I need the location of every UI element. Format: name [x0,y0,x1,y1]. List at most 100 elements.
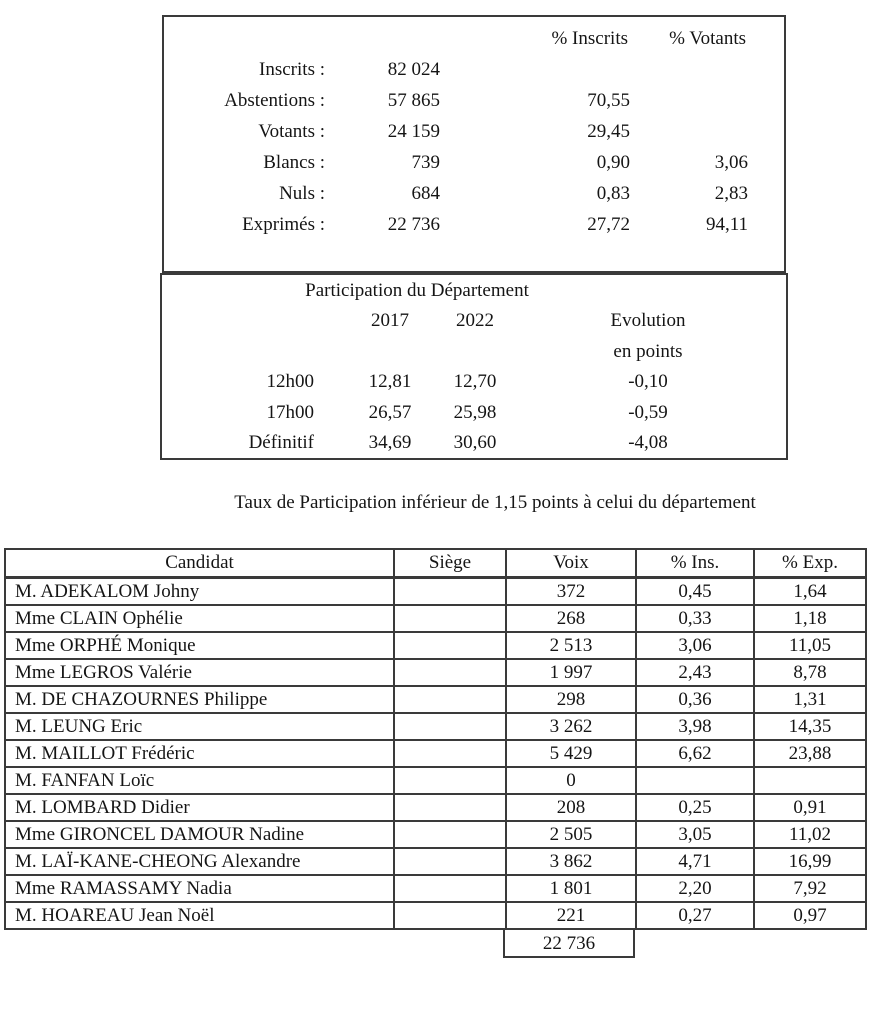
summary-row: Votants : 24 159 29,45 [164,116,784,147]
candidate-row: Mme CLAIN Ophélie 268 0,33 1,18 [4,604,867,633]
candidate-name-cell: M. ADEKALOM Johny [4,576,395,606]
participation-value-2017: 26,57 [368,401,412,423]
total-votes-box: 22 736 [503,930,635,958]
candidate-pct-exp-cell [753,766,867,795]
candidates-table: Candidat Siège Voix % Ins. % Exp. M. ADE… [4,548,867,930]
candidate-voix-cell: 5 429 [505,739,637,768]
candidate-pct-ins-cell: 3,05 [635,820,755,849]
candidates-header-row: Candidat Siège Voix % Ins. % Exp. [4,548,867,579]
summary-pct-inscrits: 27,72 [587,214,630,235]
candidate-voix-cell: 2 513 [505,631,637,660]
candidate-name-cell: M. HOAREAU Jean Noël [4,901,395,930]
candidate-row: M. LOMBARD Didier 208 0,25 0,91 [4,793,867,822]
candidate-pct-exp-cell: 23,88 [753,739,867,768]
candidate-pct-exp-cell: 8,78 [753,658,867,687]
summary-pct-votants: 94,11 [705,214,748,235]
participation-note: Taux de Participation inférieur de 1,15 … [234,492,756,513]
participation-value-2022: 25,98 [453,401,497,423]
summary-pct-inscrits: 0,90 [596,152,630,173]
participation-value-2017: 12,81 [368,371,412,392]
candidate-pct-exp-cell: 14,35 [753,712,867,741]
summary-pct-votants [640,54,758,85]
candidate-row: Mme ORPHÉ Monique 2 513 3,06 11,05 [4,631,867,660]
participation-header-spacer [162,306,340,337]
candidate-name-cell: M. FANFAN Loïc [4,766,395,795]
candidate-siege-cell [393,793,507,822]
candidate-voix-cell: 1 801 [505,874,637,903]
results-section: Candidat Siège Voix % Ins. % Exp. M. ADE… [4,548,867,958]
summary-label: Exprimés : [242,214,325,235]
candidate-pct-exp-cell: 1,64 [753,576,867,606]
participation-value-2022: 30,60 [453,432,497,453]
summary-count: 684 [411,183,441,204]
candidate-name-cell: M. LEUNG Eric [4,712,395,741]
candidate-siege-cell [393,712,507,741]
summary-row: Blancs : 739 0,90 3,06 [164,147,784,178]
participation-table: Participation du Département 2017 2022 E… [160,273,788,460]
candidate-pct-ins-cell: 0,27 [635,901,755,930]
candidate-pct-ins-cell: 0,36 [635,685,755,714]
summary-table: % Inscrits % Votants Inscrits : 82 024 Abs… [162,15,786,273]
candidate-name-cell: Mme CLAIN Ophélie [4,604,395,633]
summary-pct-inscrits [450,54,640,85]
candidate-pct-exp-cell: 7,92 [753,874,867,903]
summary-header-row: % Inscrits % Votants [164,23,784,54]
candidate-name-cell: Mme ORPHÉ Monique [4,631,395,660]
participation-row: 12h00 12,81 12,70 -0,10 [162,367,786,398]
candidate-voix-cell: 208 [505,793,637,822]
candidate-pct-ins-cell: 0,45 [635,576,755,606]
candidate-name-cell: M. LOMBARD Didier [4,793,395,822]
summary-count: 82 024 [387,59,440,80]
candidate-pct-ins-cell: 3,98 [635,712,755,741]
candidate-pct-exp-cell: 16,99 [753,847,867,876]
candidate-pct-ins-cell: 3,06 [635,631,755,660]
col-header-voix: Voix [505,548,637,579]
candidate-pct-ins-cell [635,766,755,795]
summary-pct-votants [640,85,758,116]
candidate-pct-exp-cell: 11,05 [753,631,867,660]
summary-row: Nuls : 684 0,83 2,83 [164,178,784,209]
candidate-row: Mme GIRONCEL DAMOUR Nadine 2 505 3,05 11,02 [4,820,867,849]
col-header-candidat: Candidat [4,548,395,579]
candidate-voix-cell: 3 862 [505,847,637,876]
participation-row: 17h00 26,57 25,98 -0,59 [162,398,786,429]
candidate-name-cell: M. LAÏ-KANE-CHEONG Alexandre [4,847,395,876]
participation-header-row: 2017 2022 Evolution [162,306,786,337]
participation-subheader-row: en points [162,337,786,368]
summary-header-pct-inscrits: % Inscrits [551,28,628,49]
participation-header-2017: 2017 [371,310,409,331]
candidate-pct-ins-cell: 2,20 [635,874,755,903]
summary-pct-votants: 3,06 [714,152,748,173]
candidate-pct-exp-cell: 1,18 [753,604,867,633]
participation-time-label: 17h00 [266,401,315,423]
summary-pct-inscrits: 29,45 [587,121,630,142]
candidate-pct-ins-cell: 0,33 [635,604,755,633]
summary-row: Exprimés : 22 736 27,72 94,11 [164,209,784,240]
candidate-siege-cell [393,874,507,903]
summary-header-spacer [164,23,335,54]
summary-label: Votants : [258,121,325,142]
summary-label: Abstentions : [224,90,325,111]
candidate-voix-cell: 1 997 [505,658,637,687]
participation-title-row: Participation du Département [162,275,786,306]
candidate-row: M. HOAREAU Jean Noël 221 0,27 0,97 [4,901,867,930]
participation-header-evolution: Evolution [610,310,686,331]
col-header-pct-ins: % Ins. [635,548,755,579]
summary-pct-votants [640,116,758,147]
candidate-row: M. LAÏ-KANE-CHEONG Alexandre 3 862 4,71 16,… [4,847,867,876]
candidate-voix-cell: 3 262 [505,712,637,741]
participation-evolution: -0,59 [628,401,668,423]
candidate-voix-cell: 268 [505,604,637,633]
candidate-row: M. FANFAN Loïc 0 [4,766,867,795]
candidate-siege-cell [393,658,507,687]
participation-evolution: -4,08 [628,432,668,453]
candidate-row: M. MAILLOT Frédéric 5 429 6,62 23,88 [4,739,867,768]
summary-label: Blancs : [263,152,325,173]
candidate-name-cell: Mme GIRONCEL DAMOUR Nadine [4,820,395,849]
summary-pct-inscrits: 0,83 [596,183,630,204]
candidate-pct-exp-cell: 0,91 [753,793,867,822]
summary-rows: Inscrits : 82 024 Abstentions : 57 865 70,55… [164,54,784,240]
summary-row: Inscrits : 82 024 [164,54,784,85]
candidate-pct-exp-cell: 1,31 [753,685,867,714]
summary-label: Nuls : [279,183,325,204]
